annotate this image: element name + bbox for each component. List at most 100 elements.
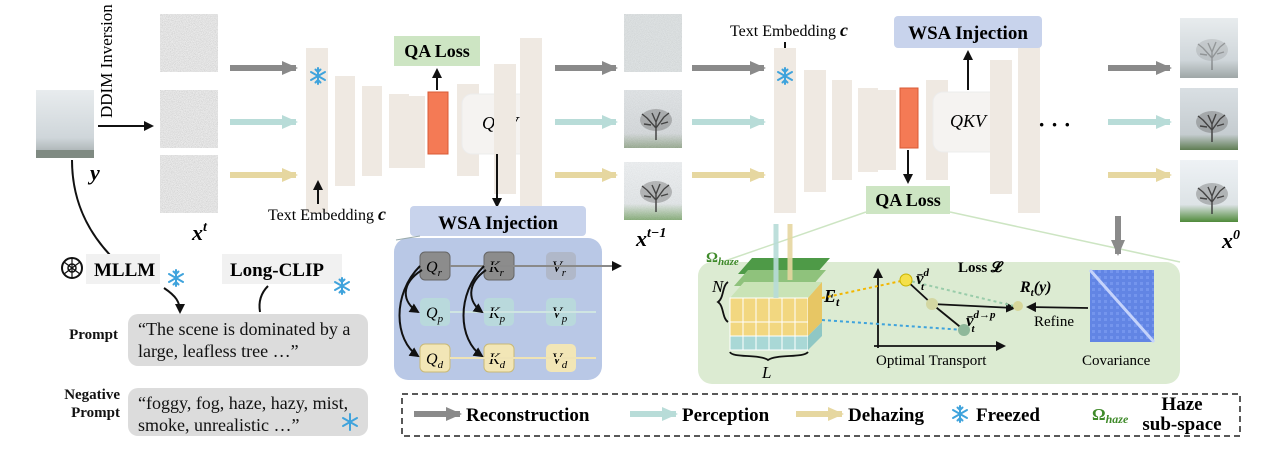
mllm-label: MLLM [94,260,155,281]
qa-loss-label-2: QA Loss [875,190,941,210]
optimal-transport-label: Optimal Transport [876,353,987,369]
unet2-block-5 [876,90,896,170]
covariance-diagonal [1088,269,1156,343]
v-dp-label: v̄d→p t [966,309,996,335]
y-to-mllm-curve [71,159,111,256]
prompt-to-longclip-curve [258,285,269,313]
text-embedding-label-top: Text Embedding c [730,20,848,40]
k-r-label: Kr [488,259,505,279]
injection-curve-k-p [470,269,487,314]
l-label: L [761,363,771,382]
legend-freezed-label: Freezed [976,405,1040,426]
v-d-label: Vd [552,351,568,371]
v-r-label: Vr [552,259,567,279]
ot-line-2 [931,303,965,331]
k-p-label: Kp [488,305,506,325]
latent-t1-recon [624,14,682,72]
injection-curve-q-p [404,269,423,314]
legend-reconstruction-label: Reconstruction [466,405,590,426]
ddim-inversion-label: DDIM Inversion [97,4,116,118]
qa-loss-label-1: QA Loss [404,41,470,61]
wsa-panel-connector-1 [395,235,421,241]
q-r-label: Qr [426,259,443,279]
feature-tensor [729,258,830,351]
qa-loss-box-2 [866,186,950,214]
freeze-snowflake-icon [342,413,358,431]
latent-t1-recon-tint [624,14,682,72]
unet1-block-4 [389,94,409,168]
unet1-block-1 [306,48,328,213]
k-d-label: Kd [488,351,506,371]
r-t-label: Rt(y) [1019,279,1052,299]
injection-curve-q-d [398,265,421,358]
qa-to-ot-connector-right [949,211,1181,263]
prompt-label: Prompt [69,327,118,343]
unet2-qkv-label: QKV [950,111,988,131]
unet1-block-7 [494,64,516,194]
unet2-orange-feature [899,87,919,149]
label-y: y [87,160,100,185]
label-x-0: x0 [1221,228,1240,253]
covariance-label: Covariance [1082,353,1151,369]
unet1-block-2 [335,76,355,186]
l-brace [729,351,809,362]
injection-curve-k-d [462,265,485,358]
prompt-text-box: “The scene is dominated by a large, leaf… [128,314,368,366]
long-clip-box [222,254,342,284]
hazy-input-image [36,90,94,158]
hazy-input-ground [36,150,94,158]
q-p-label: Qp [426,305,444,325]
refine-label: Refine [1034,314,1074,330]
ot-point-mid [926,298,938,310]
noisy-latent-2 [160,90,218,148]
mllm-box [86,254,160,284]
noisy-latent-1 [160,14,218,72]
text-embedding-label-left: Text Embedding c [268,204,386,224]
negative-prompt-label: Negative Prompt [64,387,120,421]
unet2-block-8 [1018,38,1040,213]
long-clip-label: Long-CLIP [230,260,324,281]
n-label: N [711,277,725,296]
loss-label: Loss 𝓛 [958,260,1004,276]
qa-to-ot-connector-left [721,211,867,263]
wsa-injection-box-top [894,16,1042,48]
n-brace [716,281,729,323]
ot-dotted-loss [905,279,1015,307]
ot-dotted-yellow [821,279,907,299]
wsa-injection-label-bottom: WSA Injection [438,213,558,234]
omega-haze-label: Ωhaze [706,250,739,268]
noisy-latent-3 [160,155,218,213]
wsa-injection-box-bottom [410,206,586,236]
unet1-block-8 [520,38,542,213]
legend-subspace-label: sub-space [1142,414,1221,435]
unet2-block-2 [804,70,826,192]
openai-logo-icon [61,257,83,279]
q-d-label: Qd [426,351,444,371]
ot-line-3 [931,302,1016,313]
unet2-block-4 [858,88,878,172]
legend-omega-label: Ωhaze [1092,405,1129,426]
mllm-to-prompt-arrow [163,287,185,314]
ellipsis: · · · [1038,112,1071,137]
legend-haze-label: Haze [1161,394,1202,415]
ot-point-vd [899,273,913,287]
unet2-block-1 [774,48,796,213]
qa-loss-box-1 [394,36,480,66]
v-d-label: v̄d t [916,267,930,293]
negative-prompt-text-box: “foggy, fog, haze, hazy, mist, smoke, un… [128,388,368,436]
label-x-t: xt [191,220,208,245]
unet1-block-5 [405,96,425,168]
unet1-orange-feature [427,91,449,155]
legend-perception-label: Perception [682,405,770,426]
unet2-block-3 [832,80,852,180]
label-x-t1: xt−1 [635,226,666,251]
wsa-injection-label-top: WSA Injection [908,23,1028,44]
v-p-label: Vp [552,305,568,325]
legend-dehazing-label: Dehazing [848,405,925,426]
ot-point-vdp [958,324,970,336]
unet2-block-7 [990,60,1012,194]
freeze-snowflake-icon [168,269,184,287]
unet1-block-3 [362,86,382,176]
covariance-to-rt-arrow [1026,302,1089,313]
